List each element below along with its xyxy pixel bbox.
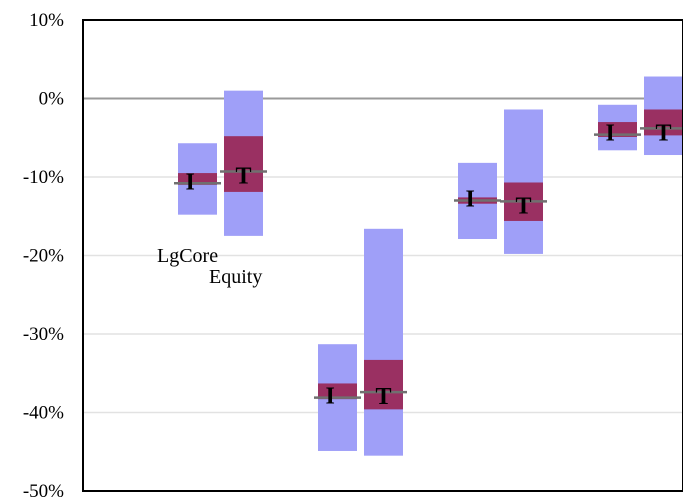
inner-range-bar — [644, 109, 683, 136]
category-label: LgCore — [157, 245, 218, 267]
y-tick-label: -50% — [23, 481, 64, 500]
bar-marker-label: I — [466, 187, 475, 213]
bar-marker-label: T — [656, 120, 672, 146]
y-tick-label: -20% — [23, 246, 64, 267]
y-tick-label: -30% — [23, 324, 64, 345]
bar-marker-label: I — [606, 121, 615, 147]
y-axis-tick-labels: 10% 0% -10% -20% -30% -40% -50% — [23, 10, 64, 500]
bar-marker-label: I — [326, 384, 335, 410]
inner-range-bar — [364, 359, 403, 410]
inner-range-bar — [598, 122, 637, 137]
outer-range-bar — [504, 109, 543, 254]
y-tick-label: 0% — [39, 89, 65, 110]
inner-range-bar — [224, 136, 263, 192]
bar-marker-label: T — [376, 384, 392, 410]
outer-range-bar — [364, 228, 403, 456]
y-tick-label: -10% — [23, 167, 64, 188]
range-bars: I T I T I T I T — [174, 76, 683, 456]
plot-frame — [82, 19, 683, 492]
y-tick-label: 10% — [29, 10, 64, 31]
category-label: Equity — [209, 266, 262, 288]
inner-range-bar — [178, 173, 217, 185]
bar-marker-label: T — [516, 193, 532, 219]
bar-marker-label: I — [186, 169, 195, 195]
y-tick-label: -40% — [23, 403, 64, 424]
inner-range-bar — [318, 383, 357, 400]
bar-marker-label: T — [236, 164, 252, 190]
